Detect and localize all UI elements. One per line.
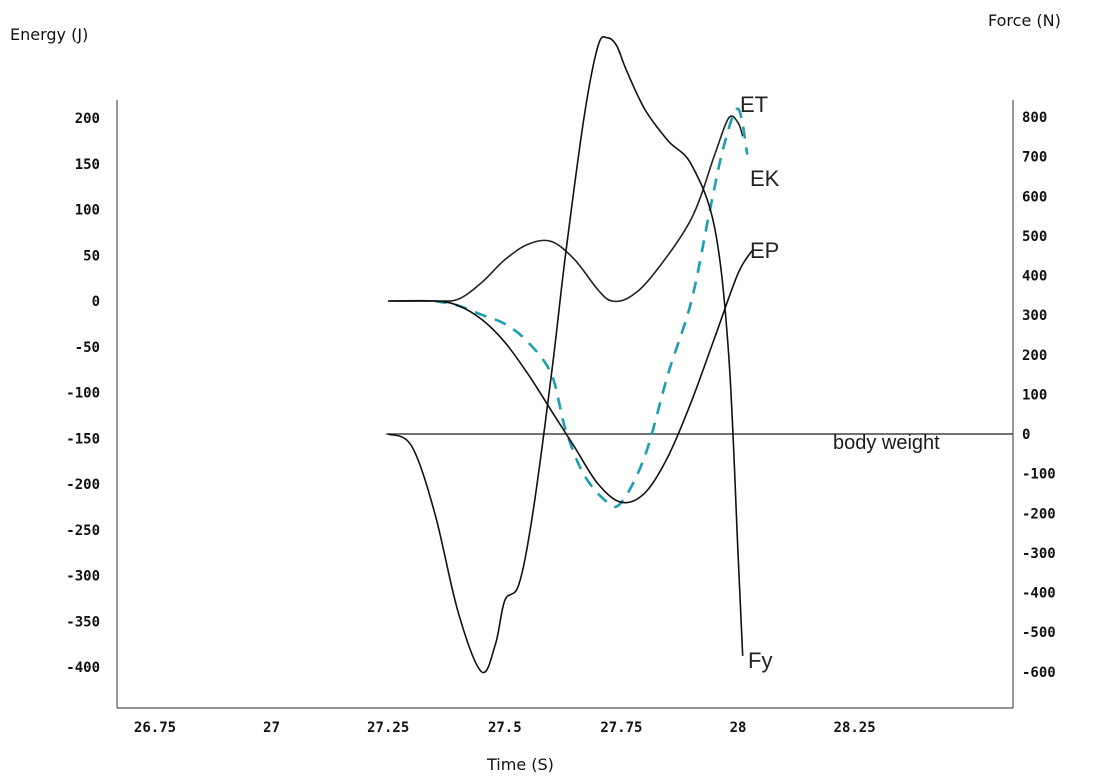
right-tick-label: -500 — [1022, 625, 1056, 641]
left-tick-label: -300 — [66, 569, 100, 585]
left-tick-label: 100 — [75, 203, 100, 219]
left-tick-label: 0 — [92, 294, 100, 310]
right-tick-label: 200 — [1022, 348, 1047, 364]
right-tick-label: 700 — [1022, 150, 1047, 166]
body-weight-label: body weight — [833, 432, 940, 454]
right-tick-label: 800 — [1022, 110, 1047, 126]
left-tick-label: -50 — [75, 340, 100, 356]
left-tick-label: -400 — [66, 660, 100, 676]
right-tick-label: -600 — [1022, 665, 1056, 681]
left-tick-label: -150 — [66, 431, 100, 447]
left-tick-label: 200 — [75, 111, 100, 127]
label-ep: EP — [750, 238, 779, 263]
right-tick-labels: 800 700 600 500 400 300 200 100 0 -100 -200 -300 -40… — [1022, 110, 1056, 681]
series-layer — [387, 36, 753, 674]
right-tick-label: 100 — [1022, 387, 1047, 403]
label-fy: Fy — [748, 648, 772, 673]
left-axis-title: Energy (J) — [10, 25, 88, 44]
right-tick-label: 400 — [1022, 269, 1047, 285]
left-tick-label: 50 — [83, 248, 100, 264]
left-tick-label: -100 — [66, 386, 100, 402]
x-tick-labels: 26.75 27 27.25 27.5 27.75 28 28.25 — [134, 720, 876, 736]
left-tick-label: -250 — [66, 523, 100, 539]
left-tick-labels: 200 150 100 50 0 -50 -100 -150 -200 -250 -300 -350 -… — [66, 111, 100, 676]
x-tick-label: 28 — [730, 720, 747, 736]
x-tick-label: 27.5 — [488, 720, 522, 736]
right-tick-label: 600 — [1022, 189, 1047, 205]
right-tick-label: 300 — [1022, 308, 1047, 324]
left-tick-label: -350 — [66, 614, 100, 630]
x-tick-label: 27 — [263, 720, 280, 736]
x-tick-label: 28.25 — [834, 720, 876, 736]
series-fy-line — [387, 36, 744, 674]
right-tick-label: -200 — [1022, 506, 1056, 522]
right-tick-label: -100 — [1022, 467, 1056, 483]
series-ek-line — [434, 107, 749, 509]
right-tick-label: -300 — [1022, 546, 1056, 562]
x-axis-title: Time (S) — [486, 755, 554, 774]
series-ep-line — [388, 250, 753, 504]
right-tick-label: 0 — [1022, 427, 1030, 443]
left-tick-label: -200 — [66, 477, 100, 493]
right-tick-label: -400 — [1022, 586, 1056, 602]
series-et-line — [388, 115, 744, 303]
x-tick-label: 26.75 — [134, 720, 176, 736]
label-ek: EK — [750, 166, 780, 191]
x-tick-label: 27.75 — [600, 720, 642, 736]
label-et: ET — [740, 92, 768, 117]
x-tick-label: 27.25 — [367, 720, 409, 736]
right-tick-label: 500 — [1022, 229, 1047, 245]
right-axis-title: Force (N) — [988, 11, 1061, 30]
left-tick-label: 150 — [75, 157, 100, 173]
